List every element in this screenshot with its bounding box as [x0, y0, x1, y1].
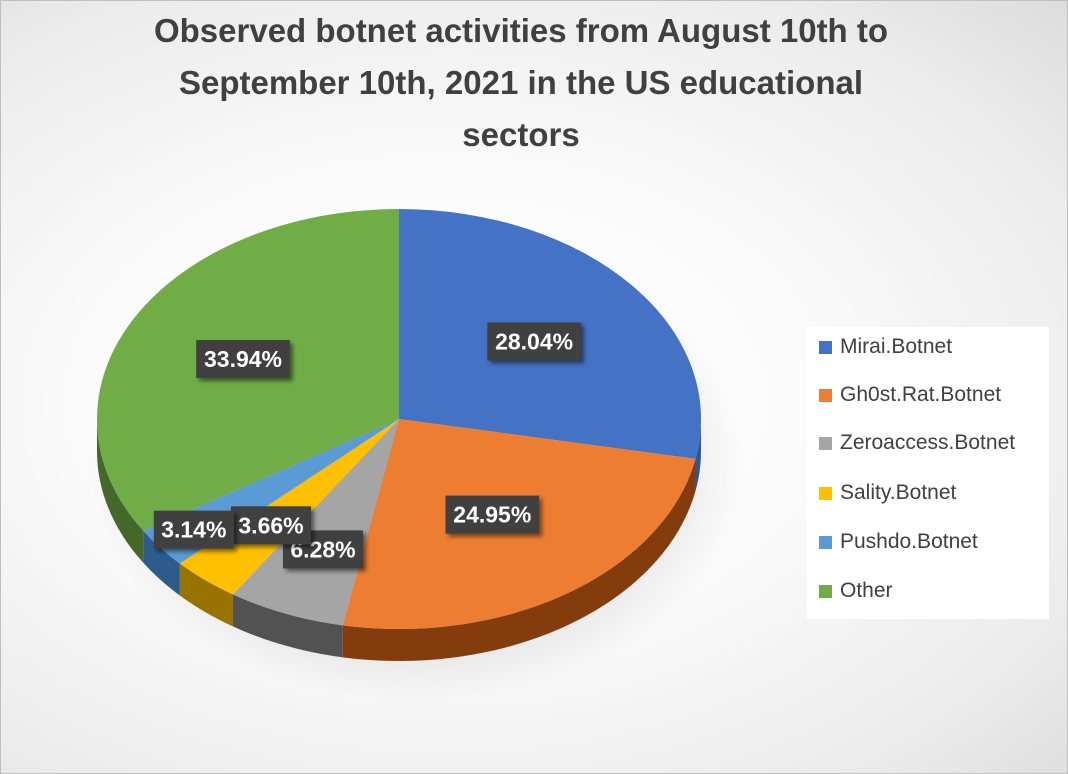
legend-item: Gh0st.Rat.Botnet: [819, 381, 1001, 409]
pie-slice-side: [97, 419, 144, 563]
legend: Mirai.Botnet Gh0st.Rat.Botnet Zeroaccess…: [807, 327, 1049, 619]
legend-swatch: [819, 486, 832, 500]
data-label-text: 33.94%: [204, 346, 282, 372]
pie-slice-side: [342, 458, 696, 661]
chart-title-line: September 10th, 2021 in the US education…: [178, 64, 864, 101]
data-label: 6.28%: [283, 530, 363, 569]
pie-tops: [96, 209, 702, 630]
data-label-box: [153, 510, 234, 549]
pie-slice-side: [143, 530, 180, 596]
data-label-text: 24.95%: [453, 502, 531, 528]
data-label-text: 3.66%: [238, 512, 303, 538]
legend-item: Sality.Botnet: [819, 479, 956, 507]
pie-slice-side: [695, 419, 701, 491]
legend-swatch: [819, 436, 832, 450]
data-label-box: [487, 322, 581, 361]
legend-item: Zeroaccess.Botnet: [819, 429, 1015, 457]
legend-swatch: [819, 340, 832, 354]
pie-sides: [97, 419, 701, 661]
legend-swatch: [819, 388, 832, 402]
data-label: 3.14%: [153, 510, 234, 549]
data-label: 24.95%: [445, 495, 540, 534]
legend-label: Zeroaccess.Botnet: [840, 431, 1016, 454]
data-label-box: [231, 506, 311, 545]
pie-slice: [232, 419, 399, 626]
pie-data-labels: 28.04% 24.95% 6.28%3.66% 3.14% 33.94%: [153, 322, 581, 569]
legend-swatch: [819, 584, 832, 598]
pie-slice-side: [179, 563, 233, 627]
data-label-text: 3.14%: [161, 517, 226, 543]
legend-label: Pushdo.Botnet: [840, 530, 978, 553]
legend-swatch: [819, 535, 832, 549]
legend-item: Pushdo.Botnet: [819, 528, 978, 556]
data-label-box: [445, 495, 540, 534]
pie-slice-side: [232, 594, 343, 658]
legend-label: Other: [840, 579, 893, 602]
data-label: 33.94%: [196, 340, 290, 379]
data-label: 28.04%: [487, 322, 581, 361]
chart-title-line: sectors: [462, 116, 580, 153]
legend-item: Other: [819, 577, 893, 605]
data-label-box: [196, 340, 290, 379]
legend-label: Gh0st.Rat.Botnet: [840, 383, 1002, 406]
chart-title: Observed botnet activities from August 1…: [21, 5, 1021, 161]
data-label-text: 28.04%: [495, 329, 573, 355]
legend-item: Mirai.Botnet: [819, 333, 952, 361]
chart-title-line: Observed botnet activities from August 1…: [153, 12, 889, 49]
data-label: 3.66%: [231, 506, 311, 545]
legend-label: Mirai.Botnet: [840, 335, 953, 358]
legend-label: Sality.Botnet: [840, 481, 957, 504]
